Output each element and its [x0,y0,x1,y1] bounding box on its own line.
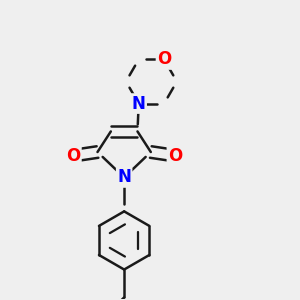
Text: O: O [168,147,182,165]
Text: N: N [117,169,131,187]
Text: N: N [132,94,145,112]
Text: O: O [66,147,80,165]
Text: O: O [157,50,171,68]
